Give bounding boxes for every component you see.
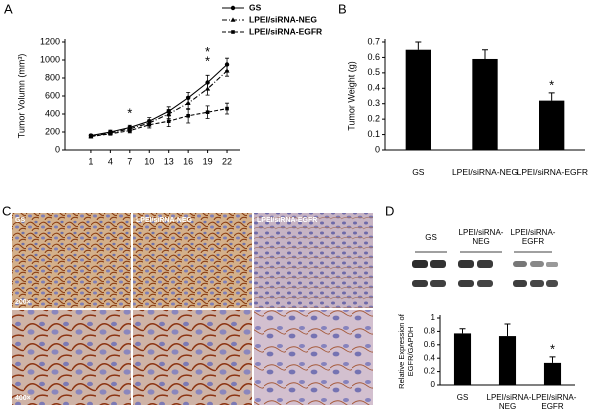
- bar: [405, 49, 431, 150]
- y-tick-label: 0: [55, 144, 60, 154]
- y-tick-label: 1: [431, 313, 436, 322]
- x-tick-label: LPEI/siRNA-EGFR: [516, 167, 588, 177]
- x-tick-label: 10: [144, 156, 154, 166]
- micrograph-label: LPEI/siRNA-NEG: [136, 217, 193, 224]
- micrograph: [12, 310, 131, 405]
- series-line: [90, 70, 228, 138]
- micrograph-label: GS: [15, 217, 25, 224]
- legend-label: GS: [249, 2, 262, 12]
- x-tick-label: 13: [164, 156, 174, 166]
- x-tick-label: GS: [412, 167, 425, 177]
- blot-lane-label: LPEI/siRNA-NEG: [458, 228, 504, 246]
- annotation: *: [205, 54, 210, 69]
- marker: [205, 86, 211, 91]
- y-axis-label: EGFR/GAPDH: [406, 327, 415, 377]
- micrograph-label: LPEI/siRNA-EGFR: [257, 217, 317, 224]
- legend-label: LPEI/siRNA-NEG: [249, 14, 317, 24]
- y-tick-label: 200: [45, 126, 60, 136]
- y-tick-label: 0.7: [367, 36, 380, 46]
- micrograph: [133, 310, 252, 405]
- significance-mark: *: [549, 77, 554, 92]
- magnification-label: 400×: [15, 395, 31, 402]
- blot-bands: [412, 260, 558, 287]
- marker: [147, 123, 152, 127]
- micrograph: [12, 213, 131, 308]
- marker: [108, 132, 113, 136]
- series-line: [90, 108, 228, 138]
- x-tick-label: 1: [88, 156, 93, 166]
- y-tick-label: 0.4: [424, 353, 436, 362]
- significance-mark: *: [550, 341, 555, 356]
- y-tick-label: 0.4: [367, 83, 380, 93]
- micrograph: [133, 213, 252, 308]
- y-tick-label: 0.8: [424, 327, 436, 336]
- error-bar: [415, 41, 422, 50]
- y-tick-label: 0.6: [424, 340, 436, 349]
- x-tick-label: 4: [108, 156, 113, 166]
- error-bar: [548, 92, 555, 101]
- y-tick-label: 1200: [40, 36, 60, 46]
- y-tick-label: 0.5: [367, 67, 380, 77]
- legend-marker: [230, 17, 236, 22]
- x-tick-label: GS: [456, 393, 469, 402]
- panel-letter: C: [2, 203, 11, 218]
- error-bar: [459, 328, 466, 334]
- marker: [89, 134, 93, 139]
- marker: [185, 100, 191, 105]
- blot-lane-label: LPEI/siRNA-EGFR: [510, 228, 556, 246]
- y-tick-label: 0.2: [424, 367, 436, 376]
- x-tick-label: 16: [183, 156, 193, 166]
- legend-marker: [231, 30, 235, 34]
- bar: [453, 333, 472, 385]
- marker: [166, 111, 172, 116]
- blot-lane-label: GS: [425, 233, 437, 242]
- y-tick-label: 0: [431, 380, 436, 389]
- y-tick-label: 800: [45, 72, 60, 82]
- marker: [225, 106, 229, 111]
- annotation: *: [127, 105, 132, 120]
- y-tick-label: 600: [45, 90, 60, 100]
- x-tick-label: LPEI/siRNA-EGFR: [531, 393, 577, 411]
- panel-letter: B: [338, 1, 347, 16]
- y-axis-label: Relative Expression of: [397, 313, 406, 389]
- error-bar: [504, 323, 511, 337]
- y-tick-label: 400: [45, 108, 60, 118]
- legend-marker: [230, 5, 236, 11]
- x-tick-label: LPEI/siRNA-NEG: [451, 167, 519, 177]
- y-tick-label: 0.3: [367, 98, 380, 108]
- bar: [472, 58, 498, 150]
- y-tick-label: 0.6: [367, 52, 380, 62]
- marker: [205, 110, 210, 114]
- bar: [539, 100, 565, 150]
- marker: [224, 68, 230, 73]
- y-axis-label: Tumor Volumn (mm³): [16, 54, 26, 139]
- error-bar: [482, 49, 488, 59]
- y-axis-label: Tumor Weight (g): [346, 61, 356, 131]
- bar: [543, 362, 562, 385]
- y-tick-label: 0.2: [367, 114, 380, 124]
- marker: [166, 119, 171, 123]
- y-tick-label: 0.1: [367, 129, 380, 139]
- bar: [498, 336, 517, 385]
- x-tick-label: 7: [127, 156, 132, 166]
- annotation: *: [205, 44, 210, 59]
- x-tick-label: LPEI/siRNA-NEG: [486, 393, 532, 411]
- legend-label: LPEI/siRNA-EGFR: [249, 26, 322, 36]
- y-tick-label: 0: [375, 144, 380, 154]
- y-tick-label: 1000: [40, 54, 60, 64]
- magnification-label: 200×: [15, 299, 31, 306]
- panel-letter: A: [4, 1, 13, 16]
- micrograph: [254, 213, 373, 308]
- series-line: [90, 64, 228, 137]
- error-bar: [549, 356, 556, 363]
- marker: [128, 128, 132, 133]
- x-tick-label: 22: [222, 156, 232, 166]
- x-tick-label: 19: [203, 156, 213, 166]
- panel-letter: D: [385, 203, 394, 218]
- micrograph: [254, 310, 373, 405]
- marker: [186, 114, 190, 118]
